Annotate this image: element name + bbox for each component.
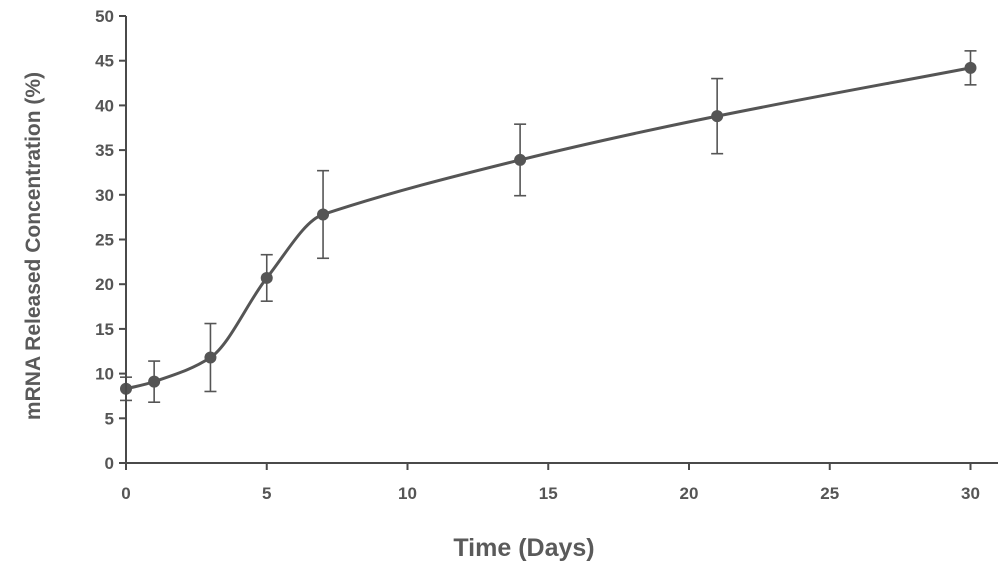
y-tick-label: 20 <box>95 275 114 294</box>
x-tick-label: 15 <box>539 484 558 503</box>
x-axis-title: Time (Days) <box>453 534 594 562</box>
x-tick-label: 20 <box>680 484 699 503</box>
data-point <box>317 208 330 221</box>
y-tick-label: 15 <box>95 320 114 339</box>
data-point <box>964 61 977 74</box>
x-tick-label: 25 <box>820 484 839 503</box>
x-tick-label: 5 <box>262 484 271 503</box>
y-axis-ticks: 0 5 10 15 20 25 30 35 40 45 50 <box>95 7 126 473</box>
y-tick-label: 10 <box>95 365 114 384</box>
x-tick-label: 10 <box>398 484 417 503</box>
y-tick-label: 45 <box>95 52 114 71</box>
x-tick-label: 0 <box>121 484 130 503</box>
data-point <box>260 271 273 284</box>
series-line <box>125 66 971 391</box>
y-tick-label: 35 <box>95 141 114 160</box>
y-tick-label: 40 <box>95 96 114 115</box>
x-axis-ticks: 0 5 10 15 20 25 30 <box>121 463 980 503</box>
y-tick-label: 30 <box>95 186 114 205</box>
data-point <box>204 351 217 364</box>
y-axis-title: mRNA Released Concentration (%) <box>22 72 45 420</box>
y-tick-label: 50 <box>95 7 114 26</box>
data-point <box>148 375 161 388</box>
y-tick-label: 5 <box>105 409 114 428</box>
plot-area <box>120 50 977 404</box>
y-tick-label: 25 <box>95 231 114 250</box>
data-point <box>514 153 527 166</box>
data-point <box>711 110 724 123</box>
y-tick-label: 0 <box>105 454 114 473</box>
x-tick-label: 30 <box>961 484 980 503</box>
